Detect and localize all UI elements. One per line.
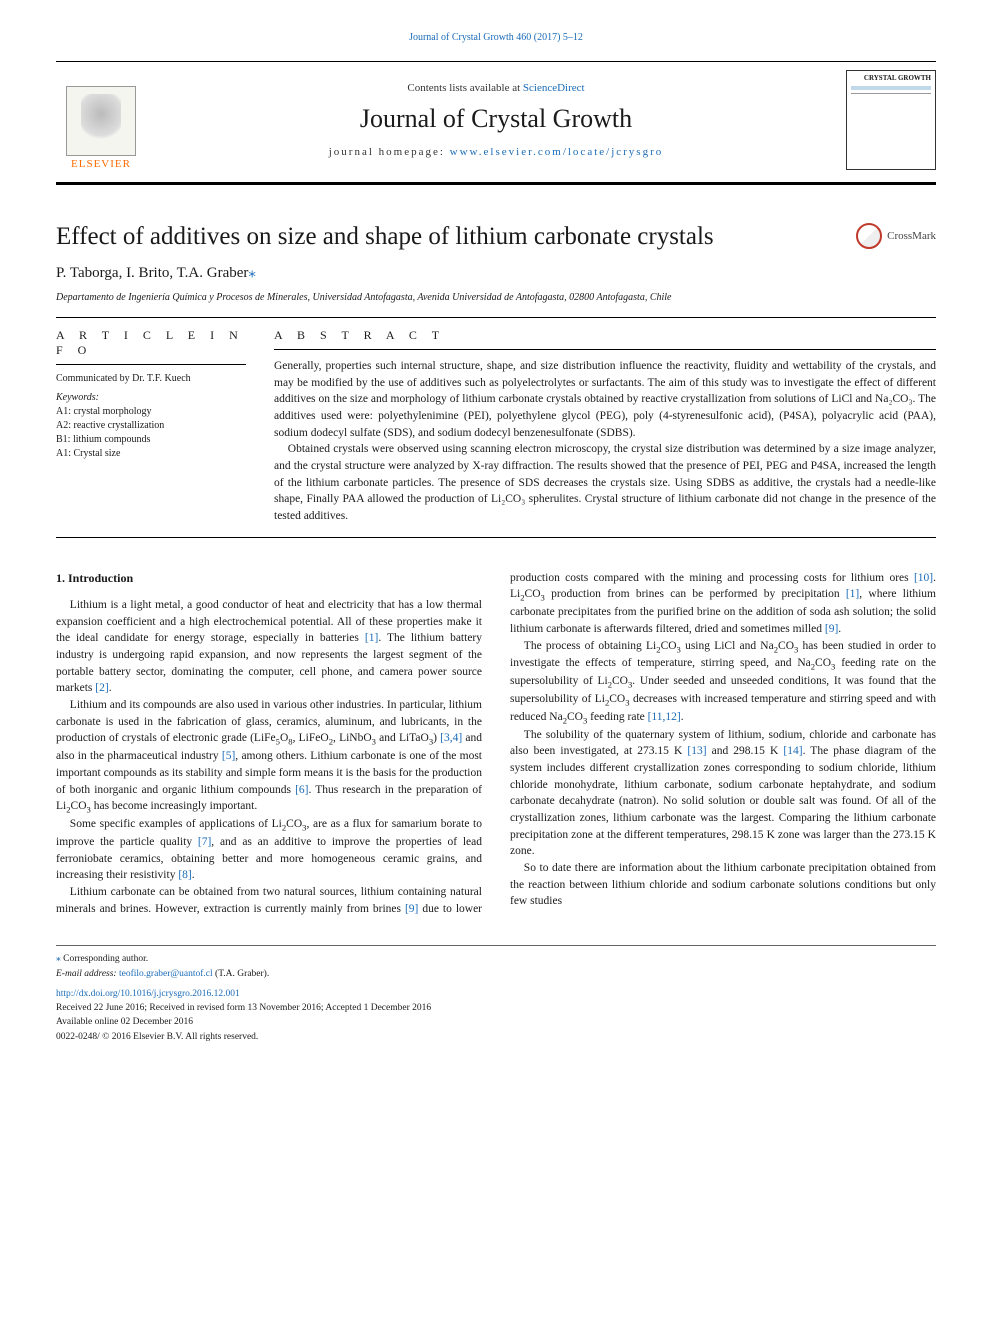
email-line: E-mail address: teofilo.graber@uantof.cl… [56, 967, 936, 981]
received-dates: Received 22 June 2016; Received in revis… [56, 1001, 936, 1015]
keyword-item: A1: crystal morphology [56, 405, 246, 419]
crossmark-label: CrossMark [887, 230, 936, 242]
article-title: Effect of additives on size and shape of… [56, 223, 856, 251]
journal-header: ELSEVIER Contents lists available at Sci… [56, 61, 936, 185]
sciencedirect-link[interactable]: ScienceDirect [523, 82, 585, 94]
crossmark-badge[interactable]: CrossMark [856, 223, 936, 249]
top-citation: Journal of Crystal Growth 460 (2017) 5–1… [56, 32, 936, 43]
contents-line: Contents lists available at ScienceDirec… [146, 82, 846, 94]
homepage-line: journal homepage: www.elsevier.com/locat… [146, 146, 846, 158]
divider [56, 317, 936, 318]
email-link[interactable]: teofilo.graber@uantof.cl [119, 969, 213, 979]
journal-cover-thumb: CRYSTAL GROWTH [846, 70, 936, 170]
abstract-paragraph: Obtained crystals were observed using sc… [274, 441, 936, 524]
body-paragraph: Lithium and its compounds are also used … [56, 697, 482, 816]
publisher-name: ELSEVIER [71, 158, 131, 170]
authors: P. Taborga, I. Brito, T.A. Graber⁎ [56, 263, 936, 282]
keyword-item: A2: reactive crystallization [56, 419, 246, 433]
body-paragraph: The solubility of the quaternary system … [510, 727, 936, 860]
affiliation: Departamento de Ingeniería Química y Pro… [56, 292, 936, 303]
divider [56, 364, 246, 365]
divider [56, 537, 936, 538]
crossmark-icon [856, 223, 882, 249]
homepage-link[interactable]: www.elsevier.com/locate/jcrysgro [450, 146, 664, 158]
communicated-by: Communicated by Dr. T.F. Kuech [56, 373, 246, 384]
body-paragraph: So to date there are information about t… [510, 860, 936, 910]
elsevier-tree-icon [66, 86, 136, 156]
section-heading-introduction: 1. Introduction [56, 570, 482, 587]
article-info-column: A R T I C L E I N F O Communicated by Dr… [56, 328, 246, 525]
keywords-label: Keywords: [56, 392, 246, 403]
corresponding-star-icon[interactable]: ⁎ [248, 265, 256, 281]
corresponding-author-note: ⁎ Corresponding author. [56, 952, 936, 966]
cover-title: CRYSTAL GROWTH [851, 75, 931, 83]
homepage-prefix: journal homepage: [329, 146, 450, 158]
abstract-paragraph: Generally, properties such internal stru… [274, 358, 936, 441]
journal-name: Journal of Crystal Growth [146, 104, 846, 134]
doi-link[interactable]: http://dx.doi.org/10.1016/j.jcrysgro.201… [56, 987, 936, 1001]
divider [274, 349, 936, 350]
keyword-item: B1: lithium compounds [56, 433, 246, 447]
article-info-heading: A R T I C L E I N F O [56, 328, 246, 358]
abstract-heading: A B S T R A C T [274, 328, 936, 343]
body-paragraph: The process of obtaining Li2CO3 using Li… [510, 638, 936, 727]
footnotes: ⁎ Corresponding author. E-mail address: … [56, 945, 936, 1044]
available-online: Available online 02 December 2016 [56, 1015, 936, 1029]
publisher-logo: ELSEVIER [56, 70, 146, 170]
abstract-column: A B S T R A C T Generally, properties su… [274, 328, 936, 525]
author-names: P. Taborga, I. Brito, T.A. Graber [56, 265, 248, 281]
contents-prefix: Contents lists available at [407, 82, 522, 94]
body-paragraph: Some specific examples of applications o… [56, 816, 482, 884]
article-body: 1. Introduction Lithium is a light metal… [56, 570, 936, 918]
body-paragraph: Lithium is a light metal, a good conduct… [56, 597, 482, 697]
keyword-item: A1: Crystal size [56, 447, 246, 461]
copyright: 0022-0248/ © 2016 Elsevier B.V. All righ… [56, 1030, 936, 1044]
